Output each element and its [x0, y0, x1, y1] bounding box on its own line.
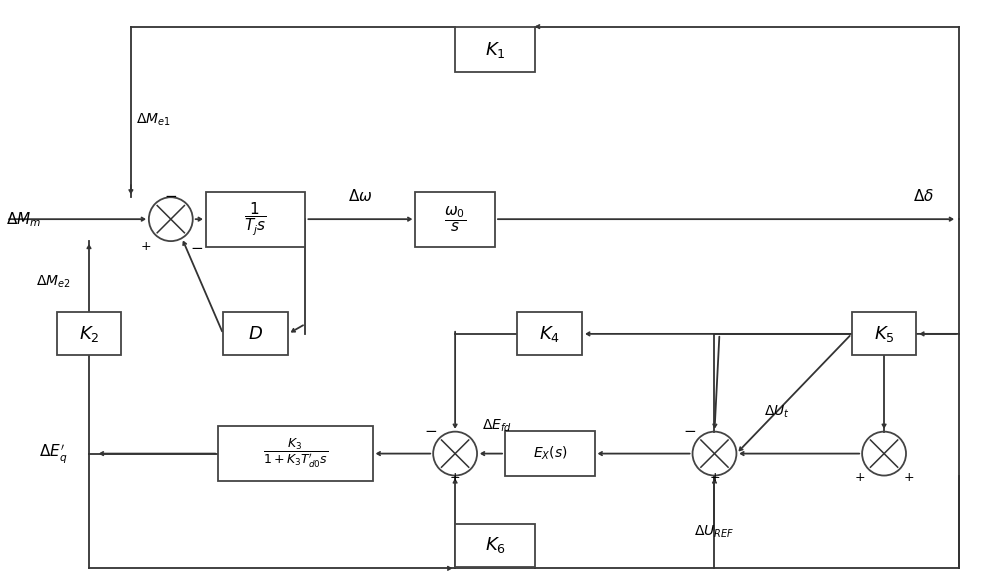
FancyBboxPatch shape	[223, 312, 288, 355]
Text: $K_6$: $K_6$	[485, 536, 506, 556]
Text: $-$: $-$	[164, 187, 177, 201]
Text: $E_X(s)$: $E_X(s)$	[533, 445, 567, 462]
Text: $-$: $-$	[683, 422, 696, 437]
Text: $\Delta \delta$: $\Delta \delta$	[913, 188, 934, 204]
Text: $\Delta M_m$: $\Delta M_m$	[6, 210, 41, 228]
Text: $\dfrac{K_3}{1+K_3 T_{d0}^{\prime} s}$: $\dfrac{K_3}{1+K_3 T_{d0}^{\prime} s}$	[263, 437, 328, 470]
Text: $D$: $D$	[248, 325, 263, 343]
FancyBboxPatch shape	[206, 192, 305, 247]
Text: $\Delta E_{fd}$: $\Delta E_{fd}$	[482, 417, 512, 434]
Text: $\Delta E_q^{\prime}$: $\Delta E_q^{\prime}$	[39, 442, 68, 465]
Text: $\Delta M_{e2}$: $\Delta M_{e2}$	[36, 274, 71, 290]
Text: $\dfrac{\omega_0}{s}$: $\dfrac{\omega_0}{s}$	[444, 204, 466, 234]
FancyBboxPatch shape	[57, 312, 121, 355]
Text: $K_4$: $K_4$	[539, 324, 560, 344]
Text: $+$: $+$	[903, 471, 915, 484]
Text: $\Delta U_t$: $\Delta U_t$	[764, 404, 790, 420]
Text: $\Delta \omega$: $\Delta \omega$	[348, 188, 373, 204]
FancyBboxPatch shape	[218, 426, 373, 481]
FancyBboxPatch shape	[455, 27, 535, 72]
FancyBboxPatch shape	[517, 312, 582, 355]
Text: $-$: $-$	[190, 239, 203, 254]
FancyBboxPatch shape	[852, 312, 916, 355]
Text: $\Delta U_{REF}$: $\Delta U_{REF}$	[694, 523, 735, 540]
FancyBboxPatch shape	[415, 192, 495, 247]
Text: $\Delta M_{e1}$: $\Delta M_{e1}$	[136, 111, 171, 127]
Text: $K_2$: $K_2$	[79, 324, 99, 344]
Text: $+$: $+$	[709, 471, 720, 484]
Text: $K_1$: $K_1$	[485, 40, 505, 60]
Text: $+$: $+$	[449, 471, 461, 484]
FancyBboxPatch shape	[455, 524, 535, 567]
FancyBboxPatch shape	[505, 431, 595, 476]
Text: $+$: $+$	[854, 471, 865, 484]
Text: $\dfrac{1}{T_j s}$: $\dfrac{1}{T_j s}$	[244, 200, 267, 238]
Text: $-$: $-$	[424, 422, 437, 437]
Text: $K_5$: $K_5$	[874, 324, 894, 344]
Text: $+$: $+$	[140, 239, 151, 253]
